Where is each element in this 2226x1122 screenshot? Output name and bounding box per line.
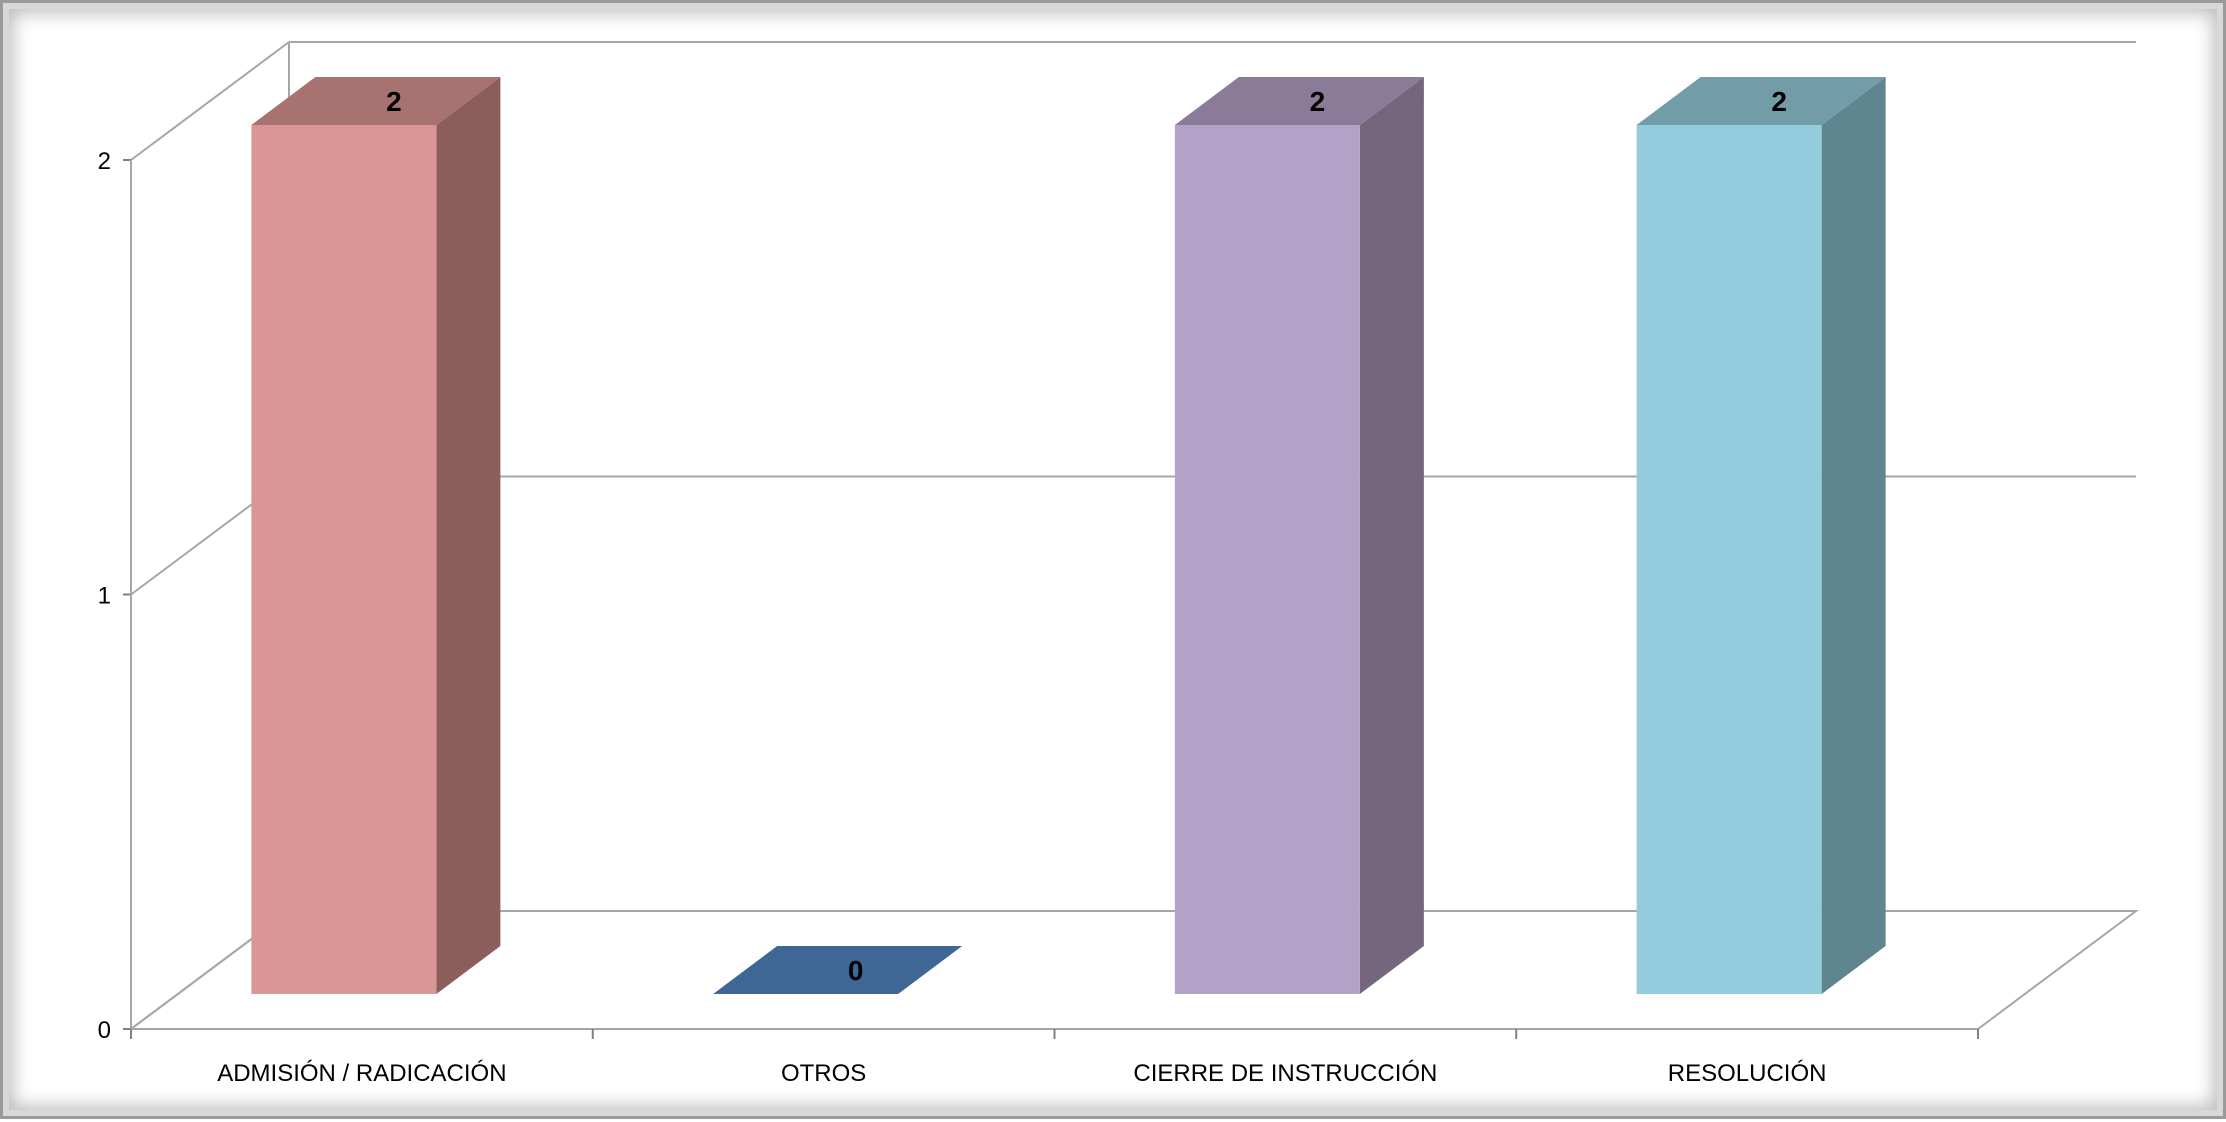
bars — [251, 77, 1886, 994]
bar — [251, 125, 437, 994]
bar-side — [1821, 77, 1886, 994]
y-tick-label: 2 — [98, 148, 111, 175]
y-tick-label: 0 — [98, 1017, 111, 1044]
x-tick-label: ADMISIÓN / RADICACIÓN — [217, 1060, 506, 1087]
axes — [123, 159, 1979, 1039]
bar-top — [1174, 77, 1424, 125]
x-tick-label: CIERRE DE INSTRUCCIÓN — [1133, 1060, 1437, 1087]
data-label: 2 — [386, 86, 402, 117]
bar — [1636, 125, 1822, 994]
x-tick-label: OTROS — [781, 1060, 866, 1087]
data-label: 2 — [1310, 86, 1326, 117]
bar-top — [713, 946, 963, 994]
bar-side — [436, 77, 501, 994]
data-label: 0 — [848, 955, 864, 986]
bar-side — [1359, 77, 1424, 994]
bar-top — [1636, 77, 1886, 125]
data-label: 2 — [1771, 86, 1787, 117]
bar — [1174, 125, 1360, 994]
labels: 0 1 2 2 ADMISIÓN / RADICACIÓN 0 OTROS 2 CIERRE D… — [98, 86, 1827, 1087]
y-tick-label: 1 — [98, 583, 111, 610]
bar-chart: 0 1 2 2 ADMISIÓN / RADICACIÓN 0 OTROS 2 CIERRE D… — [98, 41, 2140, 1087]
x-tick-label: RESOLUCIÓN — [1668, 1060, 1827, 1087]
side-wall-line — [130, 41, 290, 161]
bar-top — [251, 77, 501, 125]
